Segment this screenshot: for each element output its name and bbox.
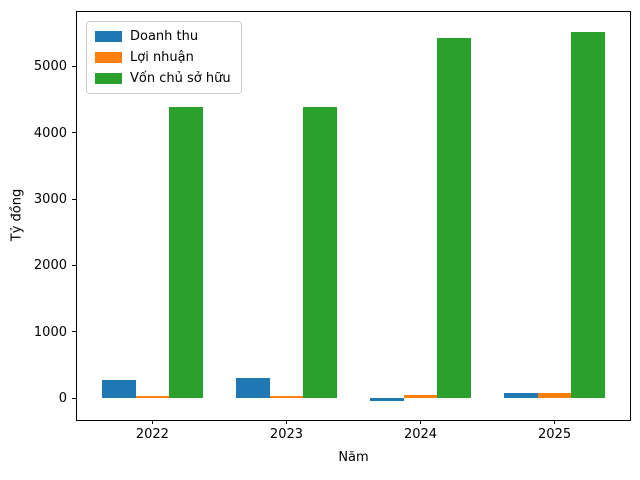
x-tick-mark [420, 420, 422, 424]
y-tick-label: 3000 [33, 192, 67, 208]
bar-doanh-thu-2024 [370, 398, 404, 402]
y-tick-mark [72, 198, 76, 200]
x-tick-label: 2022 [135, 427, 169, 442]
legend-swatch-doanh-thu [95, 31, 122, 42]
y-tick-label: 4000 [33, 125, 67, 141]
y-tick-mark [72, 264, 76, 266]
legend: Doanh thu Lợi nhuận Vốn chủ sở hữu [86, 21, 242, 94]
bar-lợi-nhuận-2022 [135, 396, 170, 399]
bar-doanh-thu-2023 [236, 378, 270, 399]
bar-vốn-chủ-sở-hữu-2025 [571, 31, 605, 399]
legend-swatch-von-chu-so-huu [95, 73, 122, 84]
y-tick-label: 1000 [33, 324, 67, 340]
y-tick-label: 0 [58, 391, 67, 407]
y-tick-mark [72, 65, 76, 67]
bar-lợi-nhuận-2024 [403, 395, 438, 399]
y-tick-label: 5000 [33, 59, 67, 75]
x-tick-label: 2025 [538, 427, 572, 442]
x-axis-label: Năm [338, 450, 369, 465]
y-tick-mark [72, 397, 76, 399]
legend-label-loi-nhuan: Lợi nhuận [130, 50, 194, 65]
plot-area: Doanh thu Lợi nhuận Vốn chủ sở hữu Năm 0… [34, 11, 631, 465]
legend-item-loi-nhuan: Lợi nhuận [95, 50, 231, 65]
x-tick-label: 2023 [269, 427, 304, 442]
legend-label-doanh-thu: Doanh thu [130, 29, 199, 44]
y-axis-label: Tỷ đồng [9, 188, 25, 242]
y-tick-mark [72, 132, 76, 134]
bar-vốn-chủ-sở-hữu-2022 [169, 106, 203, 399]
y-tick-label: 2000 [33, 258, 67, 274]
y-tick-mark [72, 331, 76, 333]
x-tick-mark [554, 420, 556, 424]
bar-vốn-chủ-sở-hữu-2024 [437, 37, 471, 399]
x-tick-mark [151, 420, 153, 424]
legend-item-von-chu-so-huu: Vốn chủ sở hữu [95, 71, 231, 86]
bar-doanh-thu-2025 [504, 393, 538, 399]
legend-item-doanh-thu: Doanh thu [95, 29, 231, 44]
x-tick-mark [285, 420, 287, 424]
legend-swatch-loi-nhuan [95, 52, 122, 63]
bar-doanh-thu-2022 [102, 379, 136, 399]
bar-lợi-nhuận-2025 [537, 392, 572, 399]
legend-label-von-chu-so-huu: Vốn chủ sở hữu [130, 71, 231, 86]
bar-lợi-nhuận-2023 [269, 396, 304, 399]
bar-vốn-chủ-sở-hữu-2023 [303, 106, 337, 399]
x-tick-label: 2024 [403, 427, 438, 442]
